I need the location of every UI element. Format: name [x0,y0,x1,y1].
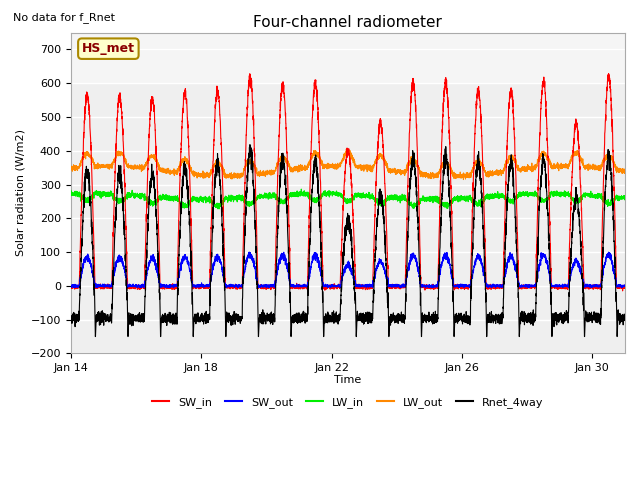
Text: No data for f_Rnet: No data for f_Rnet [13,12,115,23]
Legend: SW_in, SW_out, LW_in, LW_out, Rnet_4way: SW_in, SW_out, LW_in, LW_out, Rnet_4way [148,392,548,412]
Title: Four-channel radiometer: Four-channel radiometer [253,15,442,30]
X-axis label: Time: Time [334,374,362,384]
Bar [71,33,625,83]
Text: HS_met: HS_met [82,42,135,55]
Y-axis label: Solar radiation (W/m2): Solar radiation (W/m2) [15,130,25,256]
